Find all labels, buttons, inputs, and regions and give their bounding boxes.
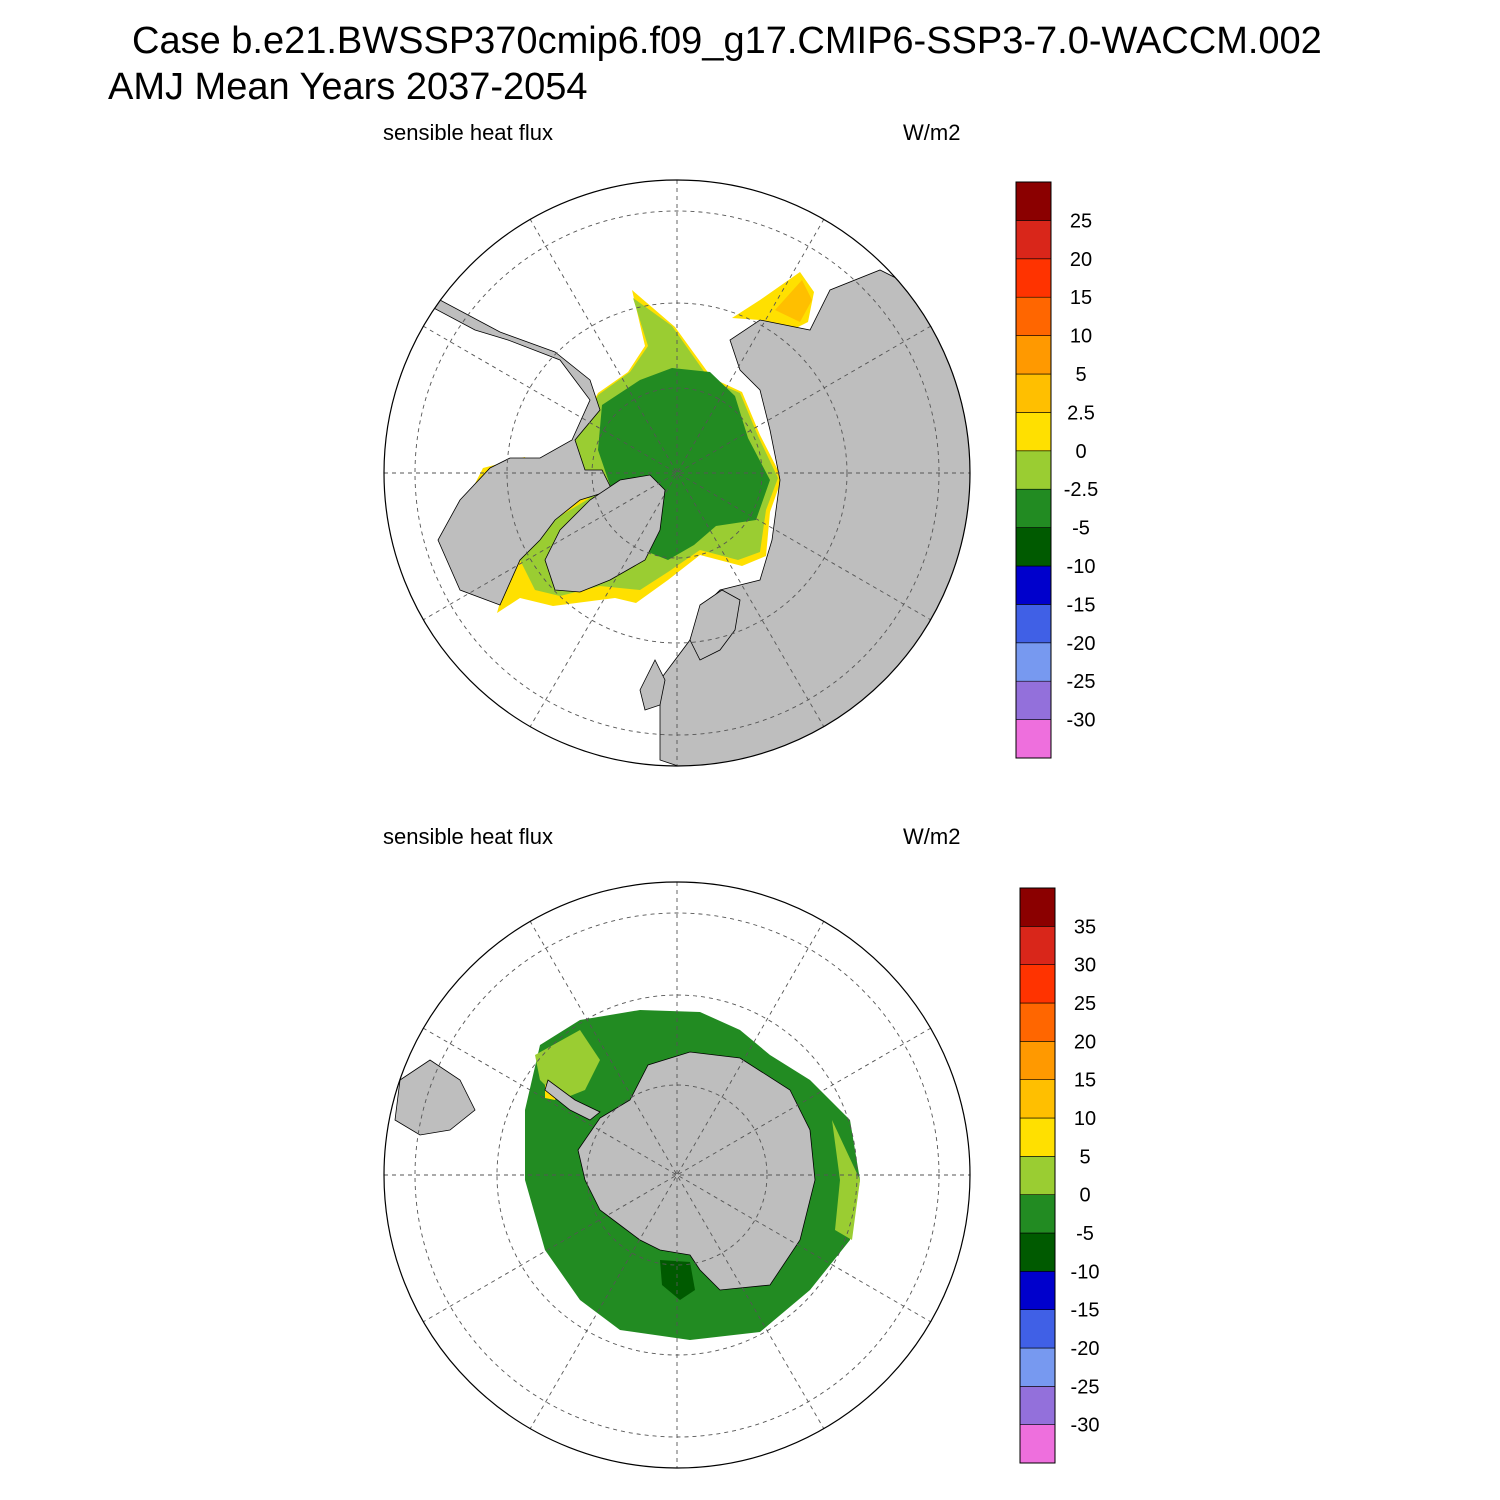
colorbar-swatch [1015,565,1052,605]
south-graticule [384,882,970,1468]
figure-title-case: Case b.e21.BWSSP370cmip6.f09_g17.CMIP6-S… [132,20,1322,62]
colorbar-swatch [1015,642,1052,682]
colorbar-swatch [1015,335,1052,375]
colorbar-swatch [1019,1347,1056,1387]
colorbar-swatch [1019,1386,1056,1425]
colorbar-swatch [1015,719,1052,759]
colorbar-tick-label: -10 [1067,556,1096,578]
colorbar-tick-label: 15 [1070,287,1092,309]
colorbar-tick-label: -20 [1067,633,1096,655]
colorbar-tick-label: 35 [1074,916,1096,938]
north-field-okhotsk-orange [775,280,812,322]
colorbar-swatch [1019,1156,1056,1195]
colorbar-tick-label: -30 [1067,710,1096,732]
south-land-peninsula [544,1079,601,1121]
colorbar-tick-label: 0 [1075,441,1086,463]
colorbar-tick-label: 5 [1075,364,1086,386]
colorbar-swatch [1019,887,1056,927]
south-variable-label: sensible heat flux [383,824,553,849]
south-colorbar: -30 -25 -20 -15 -10 -5 0 5 10 15 20 25 30 35 [1019,887,1100,1464]
north-polar-map [383,179,971,767]
colorbar-tick-label: -5 [1076,1223,1094,1245]
south-field-darkgreen-ross [660,1260,695,1300]
colorbar-swatch [1019,1041,1056,1080]
colorbar-tick-label: 0 [1079,1185,1090,1207]
colorbar-swatch [1019,1232,1056,1272]
colorbar-tick-label: 20 [1070,249,1092,271]
colorbar-swatch [1015,527,1052,567]
colorbar-frame [1019,887,1056,1464]
colorbar-swatch [1015,450,1052,490]
colorbar-tick-label: 10 [1070,326,1092,348]
colorbar-tick-label: -15 [1067,594,1096,616]
north-graticule [384,180,970,766]
south-field-lightgreen-east [832,1120,860,1240]
north-land-uk [639,659,666,711]
figure-title-season: AMJ Mean Years 2037-2054 [108,66,588,108]
north-colorbar: -30 -25 -20 -15 -10 -5 -2.5 0 2.5 5 10 15 20 25 [1015,181,1098,759]
colorbar-swatch [1015,258,1052,298]
colorbar-tick-label: -25 [1071,1376,1100,1398]
colorbar-swatch [1019,1117,1056,1157]
colorbar-tick-label: -15 [1071,1300,1100,1322]
colorbar-tick-label: 30 [1074,955,1096,977]
colorbar-swatch [1019,1194,1056,1234]
colorbar-swatch [1019,1309,1056,1349]
colorbar-tick-label: -10 [1071,1261,1100,1283]
south-land-south-america [394,1059,476,1136]
colorbar-swatch [1015,181,1052,221]
north-land-north-america [384,299,613,606]
colorbar-swatch [1015,220,1052,260]
south-land [394,1051,816,1291]
colorbar-tick-label: 2.5 [1067,402,1095,424]
colorbar-swatch [1015,412,1052,452]
colorbar-swatch [1019,964,1056,1004]
colorbar-tick-label: 25 [1074,993,1096,1015]
south-map-border [383,881,971,1469]
south-land-antarctica [577,1051,816,1291]
north-variable-label: sensible heat flux [383,120,553,145]
colorbar-swatch [1019,1002,1056,1042]
colorbar-swatch [1019,1424,1056,1464]
north-map-border [383,179,971,767]
colorbar-swatch [1015,373,1052,413]
colorbar-tick-label: 5 [1079,1146,1090,1168]
colorbar-tick-label: -5 [1072,518,1090,540]
colorbar-swatch [1015,488,1052,528]
colorbar-tick-label: 20 [1074,1031,1096,1053]
colorbar-swatch [1019,926,1056,965]
colorbar-tick-label: 25 [1070,210,1092,232]
colorbar-swatch [1015,680,1052,720]
colorbar-frame [1015,181,1052,759]
north-units-label: W/m2 [903,120,961,145]
colorbar-tick-label: -25 [1067,671,1096,693]
colorbar-tick-label: -2.5 [1064,479,1098,501]
colorbar-tick-label: 15 [1074,1070,1096,1092]
colorbar-swatch [1019,1079,1056,1119]
colorbar-tick-label: -30 [1071,1415,1100,1437]
colorbar-tick-label: -20 [1071,1338,1100,1360]
colorbar-tick-label: 10 [1074,1108,1096,1130]
north-land-greenland [544,474,666,593]
colorbar-swatch [1015,604,1052,644]
north-land [384,269,970,766]
colorbar-swatch [1019,1271,1056,1310]
colorbar-swatch [1015,296,1052,336]
south-units-label: W/m2 [903,824,961,849]
south-polar-map [383,881,971,1469]
north-land-scandinavia [689,589,741,661]
